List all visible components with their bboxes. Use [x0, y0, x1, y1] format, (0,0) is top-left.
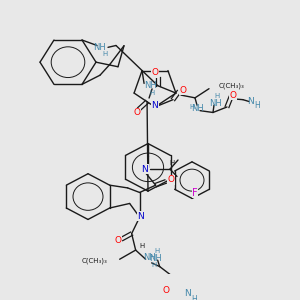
Text: NH: NH: [94, 43, 106, 52]
Text: C(CH₃)₃: C(CH₃)₃: [219, 83, 245, 89]
Text: NH: NH: [208, 99, 221, 108]
Text: NH: NH: [149, 254, 162, 263]
Text: NH: NH: [143, 253, 156, 262]
Text: H: H: [191, 295, 197, 300]
Text: H: H: [139, 243, 144, 249]
Text: N: N: [142, 165, 148, 174]
Text: O: O: [167, 175, 174, 184]
Text: C(CH₃)₃: C(CH₃)₃: [82, 258, 108, 264]
Text: NH: NH: [144, 81, 156, 90]
Text: H: H: [154, 248, 159, 254]
Text: H: H: [149, 89, 155, 95]
Text: H: H: [189, 104, 195, 110]
Text: N: N: [137, 212, 144, 221]
Text: N: N: [152, 101, 158, 110]
Text: H: H: [102, 51, 108, 57]
Text: H: H: [254, 101, 260, 110]
Text: O: O: [179, 86, 187, 95]
Text: O: O: [114, 236, 121, 245]
Text: NH: NH: [192, 104, 204, 113]
Text: H: H: [214, 93, 220, 99]
Text: F: F: [192, 188, 198, 198]
Text: H: H: [151, 262, 156, 268]
Text: O: O: [152, 68, 158, 77]
Text: O: O: [230, 91, 236, 100]
Text: O: O: [162, 286, 169, 295]
Text: H: H: [169, 160, 175, 166]
Text: N: N: [248, 97, 254, 106]
Text: O: O: [134, 108, 141, 117]
Text: N: N: [184, 290, 191, 298]
